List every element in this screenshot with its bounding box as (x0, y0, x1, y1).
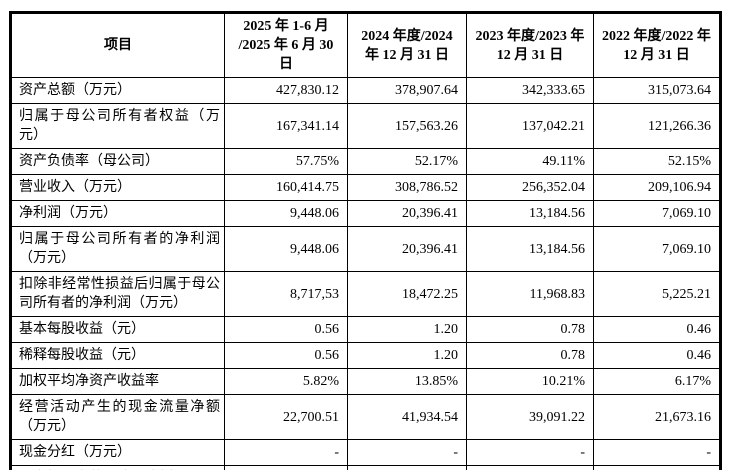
value-cell: 13,184.56 (466, 226, 594, 272)
header-row: 项目 2025 年 1-6 月 /2025 年 6 月 30 日 2024 年度… (10, 12, 721, 78)
value-cell: - (347, 439, 467, 466)
value-cell: 256,352.04 (466, 174, 594, 201)
value-cell: 13,184.56 (466, 200, 594, 227)
value-cell: 5,225.21 (593, 271, 721, 317)
value-cell: 21,673.16 (593, 394, 721, 440)
value-cell: 20,396.41 (347, 200, 467, 227)
table-row-parent-net-profit: 归属于母公司所有者的净利润（万元） 9,448.06 20,396.41 13,… (10, 226, 721, 272)
value-cell: 0.78 (466, 342, 594, 369)
value-cell: 52.15% (593, 148, 721, 175)
header-line: 日 (279, 57, 293, 72)
header-line: /2025 年 6 月 30 (238, 38, 334, 53)
table-row-debt-ratio: 资产负债率（母公司） 57.75% 52.17% 49.11% 52.15% (10, 148, 721, 175)
header-line: 2023 年度/2023 年 (475, 28, 585, 44)
value-cell: 0.46 (593, 316, 721, 343)
value-cell: 7,069.10 (593, 200, 721, 227)
table-row-total-assets: 资产总额（万元） 427,830.12 378,907.64 342,333.6… (10, 77, 721, 104)
value-cell: - (593, 439, 721, 466)
value-cell: 427,830.12 (224, 77, 348, 104)
value-cell: 39,091.22 (466, 394, 594, 440)
value-cell: 308,786.52 (347, 174, 467, 201)
row-label: 经营活动产生的现金流量净额（万元） (10, 394, 225, 440)
table-row-operating-cash-flow: 经营活动产生的现金流量净额（万元） 22,700.51 41,934.54 39… (10, 394, 721, 440)
value-cell: 7,069.10 (593, 226, 721, 272)
table-row-non-recurring-net-profit: 扣除非经常性损益后归属于母公司所有者的净利润（万元） 8,717,53 18,4… (10, 271, 721, 317)
value-cell: 0.56 (224, 342, 348, 369)
table-row-net-profit: 净利润（万元） 9,448.06 20,396.41 13,184.56 7,0… (10, 200, 721, 227)
row-label: 加权平均净资产收益率 (10, 368, 225, 395)
value-cell: 18,472.25 (347, 271, 467, 317)
row-label: 归属于母公司所有者的净利润（万元） (10, 226, 225, 272)
row-label: 基本每股收益（元） (10, 316, 225, 343)
header-line: 2022 年度/2022 年 (602, 28, 711, 44)
value-cell: 1.20 (347, 316, 467, 343)
value-cell: 157,563.26 (347, 103, 467, 149)
value-cell: 1.20 (347, 342, 467, 369)
value-cell: 8,717,53 (224, 271, 348, 317)
value-cell: 9,448.06 (224, 200, 348, 227)
value-cell: 49.11% (466, 148, 594, 175)
row-label: 稀释每股收益（元） (10, 342, 225, 369)
value-cell: 137,042.21 (466, 103, 594, 149)
value-cell: 3.75% (224, 465, 348, 470)
row-label: 归属于母公司所有者权益（万元） (10, 103, 225, 149)
column-header-2025: 2025 年 1-6 月 /2025 年 6 月 30 日 (224, 12, 348, 78)
header-line: 12 月 31 日 (496, 47, 564, 63)
column-header-item: 项目 (10, 12, 225, 78)
column-header-2023: 2023 年度/2023 年 12 月 31 日 (466, 12, 594, 78)
row-label: 资产总额（万元） (10, 77, 225, 104)
table-row-revenue: 营业收入（万元） 160,414.75 308,786.52 256,352.0… (10, 174, 721, 201)
value-cell: 342,333.65 (466, 77, 594, 104)
value-cell: 160,414.75 (224, 174, 348, 201)
value-cell: 20,396.41 (347, 226, 467, 272)
header-line: 12 月 31 日 (623, 47, 690, 63)
value-cell: 9,448.06 (224, 226, 348, 272)
value-cell: - (466, 439, 594, 466)
table-row-parent-equity: 归属于母公司所有者权益（万元） 167,341.14 157,563.26 13… (10, 103, 721, 149)
value-cell: 4.20% (593, 465, 721, 470)
value-cell: 0.46 (593, 342, 721, 369)
value-cell: 167,341.14 (224, 103, 348, 149)
table-row-diluted-eps: 稀释每股收益（元） 0.56 1.20 0.78 0.46 (10, 342, 721, 369)
value-cell: 52.17% (347, 148, 467, 175)
value-cell: - (224, 439, 348, 466)
value-cell: 5.82% (224, 368, 348, 395)
header-line: 2024 年度/2024 (361, 28, 453, 44)
value-cell: 11,968.83 (466, 271, 594, 317)
table-row-rd-ratio: 研发投入占营业收入比例 3.75% 3.98% 3.66% 4.20% (10, 465, 721, 470)
row-label: 资产负债率（母公司） (10, 148, 225, 175)
financial-summary-table: 项目 2025 年 1-6 月 /2025 年 6 月 30 日 2024 年度… (9, 11, 722, 470)
value-cell: 0.78 (466, 316, 594, 343)
header-line: 年 12 月 31 日 (365, 47, 449, 63)
value-cell: 22,700.51 (224, 394, 348, 440)
value-cell: 10.21% (466, 368, 594, 395)
value-cell: 3.66% (466, 465, 594, 470)
table-row-basic-eps: 基本每股收益（元） 0.56 1.20 0.78 0.46 (10, 316, 721, 343)
column-header-2024: 2024 年度/2024 年 12 月 31 日 (347, 12, 467, 78)
value-cell: 41,934.54 (347, 394, 467, 440)
row-label: 研发投入占营业收入比例 (10, 465, 225, 470)
row-label: 现金分红（万元） (10, 439, 225, 466)
value-cell: 13.85% (347, 368, 467, 395)
value-cell: 209,106.94 (593, 174, 721, 201)
row-label: 扣除非经常性损益后归属于母公司所有者的净利润（万元） (10, 271, 225, 317)
table-row-cash-dividend: 现金分红（万元） - - - - (10, 439, 721, 466)
value-cell: 57.75% (224, 148, 348, 175)
value-cell: 0.56 (224, 316, 348, 343)
row-label: 营业收入（万元） (10, 174, 225, 201)
value-cell: 378,907.64 (347, 77, 467, 104)
value-cell: 3.98% (347, 465, 467, 470)
value-cell: 121,266.36 (593, 103, 721, 149)
header-line: 2025 年 1-6 月 (243, 19, 329, 34)
header-line: 项目 (104, 38, 132, 53)
column-header-2022: 2022 年度/2022 年 12 月 31 日 (593, 12, 721, 78)
value-cell: 315,073.64 (593, 77, 721, 104)
row-label: 净利润（万元） (10, 200, 225, 227)
value-cell: 6.17% (593, 368, 721, 395)
table-row-weighted-roe: 加权平均净资产收益率 5.82% 13.85% 10.21% 6.17% (10, 368, 721, 395)
